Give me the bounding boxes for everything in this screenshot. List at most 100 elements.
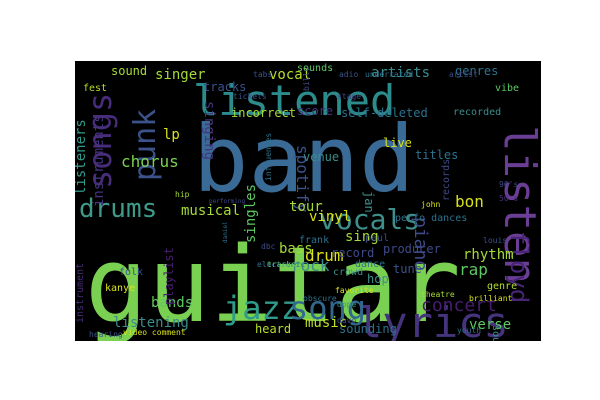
- cloud-word-floyd: floyd: [505, 231, 533, 303]
- cloud-word-perfo-dances: perfo dances: [395, 213, 467, 224]
- cloud-word-favorite: favorite: [335, 286, 374, 295]
- cloud-word-youth: youth: [457, 326, 481, 335]
- cloud-word-record: record: [331, 246, 374, 260]
- cloud-word-artists: artists: [371, 65, 430, 81]
- cloud-word-crowd: crowd: [333, 267, 363, 278]
- cloud-word-sounding: sounding: [339, 322, 397, 336]
- cloud-word-punk: punk: [128, 109, 163, 181]
- cloud-word-tracks: tracks: [267, 260, 296, 269]
- cloud-word-influences: influences: [264, 133, 273, 181]
- cloud-word-drums: drums: [79, 194, 157, 224]
- cloud-word-tune: tune: [393, 262, 422, 276]
- cloud-word-verse: verse: [469, 317, 511, 333]
- cloud-word-producer: producer: [383, 242, 441, 256]
- cloud-word-listening: listening: [113, 315, 189, 331]
- cloud-word-sound: sound: [111, 64, 147, 78]
- cloud-word-obscure: obscure: [303, 294, 337, 303]
- cloud-word-lyrics: lyrics: [357, 298, 509, 341]
- cloud-word-hip: hip: [175, 190, 190, 199]
- cloud-word-score: score: [297, 104, 333, 118]
- cloud-word-artist: artist: [449, 70, 478, 79]
- cloud-word-louis: louis: [483, 236, 507, 245]
- cloud-word-paul: paul: [365, 233, 389, 244]
- cloud-word-kanye: kanye: [105, 283, 135, 294]
- cloud-word-concert: concert: [421, 295, 497, 316]
- cloud-word-performing: performing: [209, 198, 246, 205]
- cloud-word-musical: musical: [181, 203, 240, 219]
- cloud-word-rock: rock: [291, 256, 330, 275]
- cloud-word-hearing: hearing: [89, 330, 123, 339]
- cloud-word-underrated: underrated: [365, 70, 413, 79]
- cloud-word-band: band: [193, 106, 415, 213]
- cloud-word-song: song: [289, 289, 366, 327]
- cloud-word-tabs: tabs: [253, 70, 272, 79]
- cloud-word-bass: bass: [279, 241, 313, 257]
- cloud-word-john: john: [421, 200, 440, 209]
- cloud-word-guitar: guitar: [85, 224, 461, 341]
- cloud-word-listen: listen: [494, 125, 541, 284]
- cloud-word-vibe: vibe: [495, 83, 519, 94]
- cloud-word-billy: billy: [302, 67, 311, 91]
- cloud-word-jazz: jazz: [223, 289, 300, 327]
- cloud-word-tickets: tickets: [233, 92, 267, 101]
- cloud-word-folk: folk: [119, 267, 143, 278]
- cloud-word-instrument: instrument: [75, 263, 86, 323]
- cloud-word-electronic: electronic: [257, 260, 305, 269]
- cloud-word-listeners: listeners: [75, 119, 89, 195]
- cloud-word-vocals: vocals: [319, 203, 420, 236]
- cloud-word-jan: jan: [362, 191, 376, 213]
- cloud-word-singer: singer: [155, 67, 206, 83]
- cloud-word-fest: fest: [83, 83, 107, 94]
- cloud-word-sing: sing: [345, 229, 379, 245]
- cloud-word-playlist: playlist: [162, 247, 176, 305]
- cloud-word-daniel: daniel: [222, 221, 229, 243]
- cloud-word-singles: singles: [243, 184, 259, 243]
- cloud-word-genres: genres: [455, 64, 498, 78]
- cloud-word-adio: adio: [339, 70, 358, 79]
- cloud-word-theatre: theatre: [421, 290, 455, 299]
- cloud-word-brilliant: brilliant: [469, 294, 513, 303]
- cloud-word-music: music: [305, 315, 347, 331]
- cloud-word-lp: lp: [163, 127, 180, 143]
- cloud-word-live: live: [383, 136, 412, 150]
- cloud-word-tracks: tracks: [203, 80, 246, 94]
- word-cloud: guitar band listened listen lyrics jazz song so…: [75, 61, 541, 341]
- cloud-word-bon: bon: [455, 192, 484, 211]
- cloud-word-stage: stage: [337, 92, 361, 101]
- cloud-word-rap: rap: [459, 260, 488, 279]
- cloud-word-bands: bands: [151, 295, 193, 311]
- cloud-word-vocal: vocal: [269, 67, 311, 83]
- cloud-word-video-comment: video comment: [123, 328, 186, 337]
- cloud-word-tour: tour: [289, 199, 323, 215]
- cloud-word-incorrect: incorrect: [231, 106, 296, 120]
- cloud-word-heard: heard: [255, 322, 291, 336]
- cloud-word-listened: listened: [193, 76, 395, 125]
- cloud-word-piano: piano: [410, 217, 431, 271]
- cloud-word-dance: dance: [355, 259, 385, 270]
- cloud-word-genre: genre: [487, 281, 517, 292]
- cloud-word-drum: drum: [305, 246, 344, 265]
- cloud-word-dope: dope: [337, 300, 356, 309]
- cloud-word-90-s: 90's: [499, 180, 518, 189]
- cloud-word-sounds: sounds: [297, 63, 333, 74]
- cloud-word-frank: frank: [299, 235, 329, 246]
- cloud-word-venue: venue: [303, 150, 339, 164]
- cloud-word-instruments: instruments: [91, 114, 107, 207]
- cloud-word-rhythm: rhythm: [463, 247, 514, 263]
- cloud-word-spotify: spotify: [293, 145, 312, 213]
- cloud-word-sounded: sounded: [490, 325, 501, 341]
- cloud-word-records: records: [441, 159, 452, 201]
- cloud-word-self-deleted: self-deleted: [341, 106, 428, 120]
- cloud-word-singing: singing: [201, 101, 217, 160]
- cloud-word-songs: songs: [81, 93, 119, 189]
- word-cloud-svg: guitarbandlistenedlistenlyricsjazzsongso…: [75, 63, 541, 341]
- cloud-word-50-s: 50's: [499, 194, 518, 203]
- cloud-word-recorded: recorded: [453, 107, 501, 118]
- cloud-word-dbc: dbc: [261, 242, 276, 251]
- cloud-word-chorus: chorus: [121, 152, 179, 171]
- cloud-word-titles: titles: [415, 148, 458, 162]
- cloud-word-davo: davo: [337, 316, 356, 325]
- cloud-word-hop: hop: [367, 272, 389, 286]
- cloud-word-vinyl: vinyl: [309, 209, 351, 225]
